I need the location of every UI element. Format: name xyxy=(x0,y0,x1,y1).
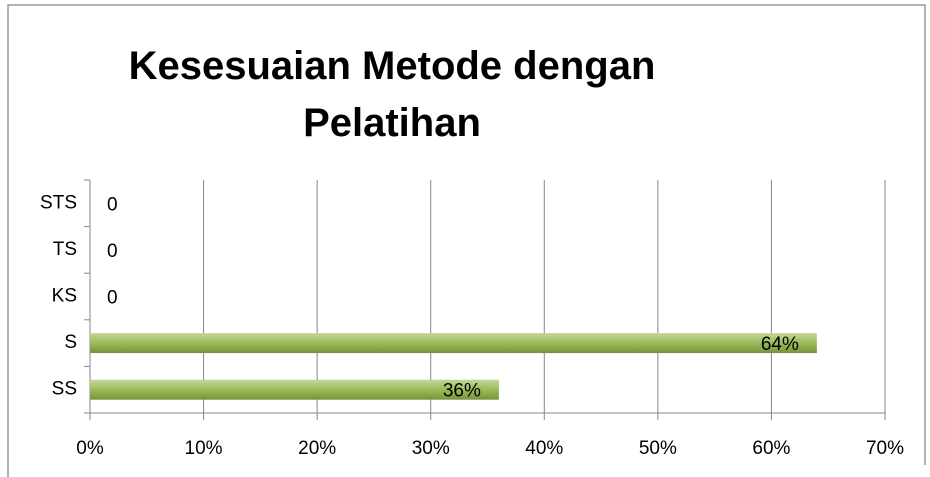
y-tick-label: TS xyxy=(53,239,77,260)
y-tick-label: S xyxy=(64,332,77,353)
data-label: 64% xyxy=(761,334,799,355)
data-label: 0 xyxy=(107,288,118,309)
x-tick-label: 0% xyxy=(76,438,104,459)
data-label: 0 xyxy=(107,241,118,262)
x-tick-label: 20% xyxy=(298,438,336,459)
x-tick-label: 60% xyxy=(752,438,790,459)
y-tick-label: SS xyxy=(52,379,77,400)
data-label: 36% xyxy=(443,381,481,402)
chart-border xyxy=(7,4,926,477)
data-label: 0 xyxy=(107,194,118,215)
x-tick-label: 10% xyxy=(185,438,223,459)
x-tick-label: 70% xyxy=(866,438,904,459)
x-tick-label: 50% xyxy=(639,438,677,459)
x-tick-label: 30% xyxy=(412,438,450,459)
bar xyxy=(90,379,499,400)
y-tick-label: STS xyxy=(40,192,77,213)
x-tick-label: 40% xyxy=(525,438,563,459)
y-tick-label: KS xyxy=(52,286,77,307)
bar xyxy=(90,333,817,354)
chart-title: Kesesuaian Metode dengan Pelatihan xyxy=(128,44,656,145)
